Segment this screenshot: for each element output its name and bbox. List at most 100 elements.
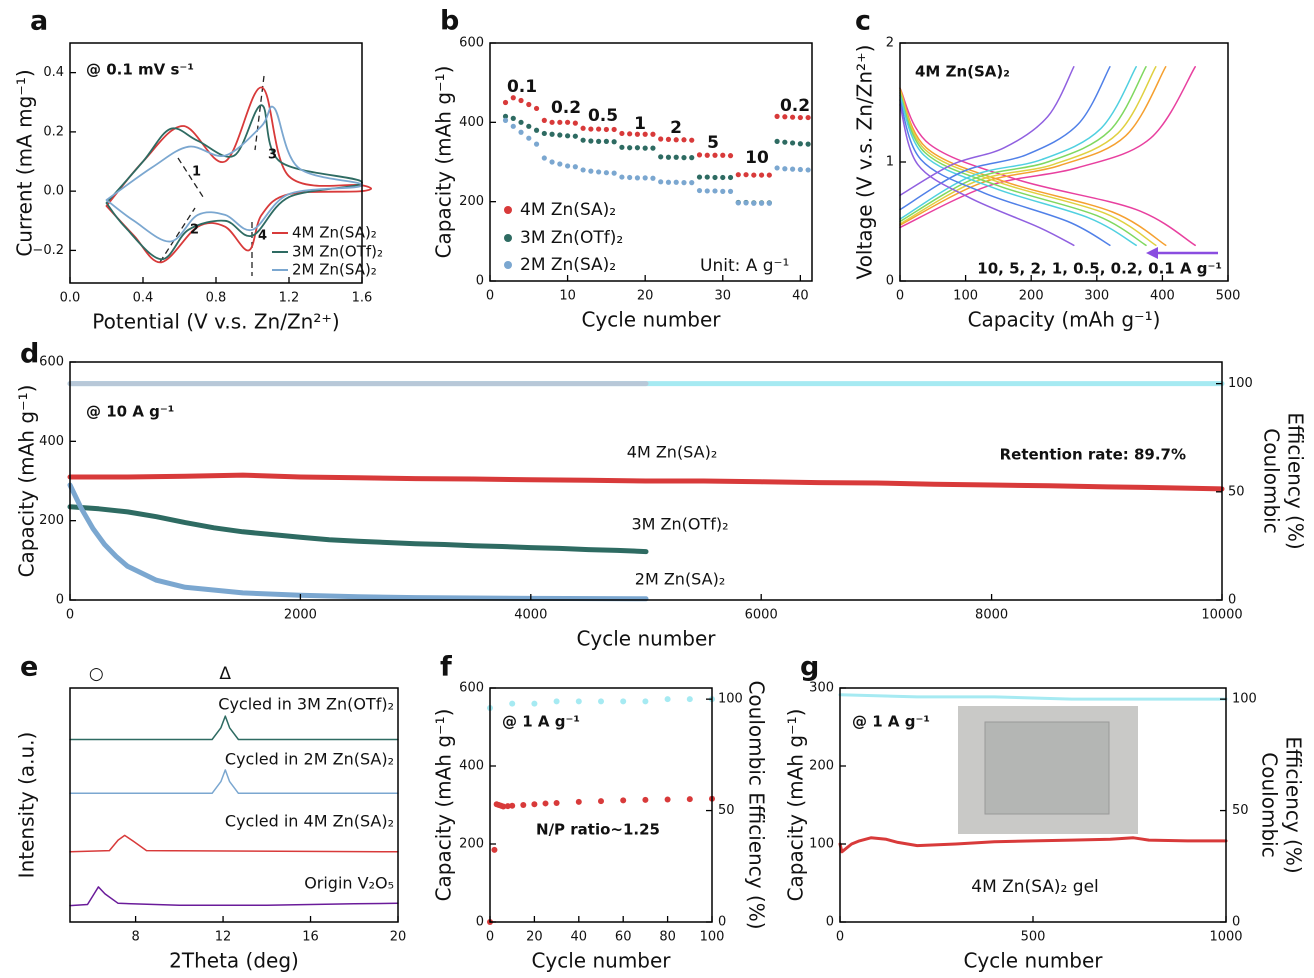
x-axis-label: Cycle number — [963, 949, 1103, 973]
data-point — [603, 170, 609, 176]
data-point — [509, 802, 516, 809]
data-point — [531, 700, 538, 707]
x-tick-label: 0 — [896, 289, 904, 304]
data-point — [510, 123, 516, 129]
series-label: 2M Zn(SA)₂ — [635, 570, 725, 589]
data-point — [611, 139, 617, 145]
y-tick-label: 400 — [39, 434, 64, 449]
data-point — [743, 200, 749, 206]
data-point — [805, 167, 811, 173]
series-label: 4M Zn(SA)₂ — [627, 443, 717, 462]
series-label: Cycled in 3M Zn(OTf)₂ — [218, 695, 394, 714]
data-point — [491, 846, 498, 853]
data-point — [727, 153, 734, 159]
peak-shift-line — [177, 157, 206, 201]
x-tick-label: 10 — [559, 289, 576, 304]
data-point — [681, 137, 687, 143]
data-point — [575, 698, 582, 705]
x-tick-label: 100 — [700, 930, 725, 945]
panel-label: d — [20, 339, 39, 370]
data-point — [782, 139, 788, 145]
data-point — [805, 114, 811, 121]
x-tick-label: 0.8 — [206, 291, 227, 306]
data-point — [712, 174, 718, 181]
annotation: @ 10 A g⁻¹ — [86, 403, 174, 421]
data-point — [588, 126, 594, 132]
plot-frame — [69, 361, 1223, 601]
series-line — [69, 886, 399, 907]
y-tick-label: 0 — [886, 274, 894, 289]
data-point — [696, 152, 703, 158]
data-point — [642, 796, 649, 803]
panel-label: a — [30, 6, 48, 37]
y-tick-label: 200 — [459, 194, 484, 209]
x-tick-label: 500 — [1021, 930, 1046, 945]
data-point — [557, 119, 563, 125]
data-point — [557, 161, 563, 167]
x-tick-label: 20 — [526, 930, 543, 945]
x-tick-label: 0 — [66, 608, 74, 623]
x-tick-label: 500 — [1216, 289, 1241, 304]
legend-label: 3M Zn(OTf)₂ — [520, 228, 623, 248]
data-point — [805, 141, 811, 147]
y-tick-label: 600 — [459, 36, 484, 51]
data-point — [564, 119, 571, 125]
data-point — [689, 155, 695, 161]
data-point — [533, 141, 540, 147]
legend-marker — [504, 261, 512, 269]
x-tick-label: 0 — [486, 930, 494, 945]
y2-tick-label: 50 — [1228, 484, 1245, 499]
x-axis-label: 2Theta (deg) — [169, 949, 299, 973]
data-point — [720, 152, 726, 158]
y-tick-label: 600 — [459, 681, 484, 696]
data-point — [634, 175, 641, 181]
y2-axis-label: Efficiency (%) — [1282, 736, 1306, 873]
data-point — [766, 200, 772, 206]
data-point — [642, 145, 648, 151]
data-point — [782, 114, 788, 120]
y2-tick-label: 50 — [718, 803, 735, 818]
y-tick-label: 0 — [476, 274, 484, 289]
legend-marker — [504, 234, 512, 242]
y2-tick-label: 0 — [718, 915, 726, 930]
x-tick-label: 60 — [615, 930, 632, 945]
series-label: 3M Zn(OTf)₂ — [631, 515, 728, 534]
y-axis-label: Capacity (mAh g⁻¹) — [432, 709, 456, 902]
y-axis-label: Intensity (a.u.) — [15, 732, 39, 879]
y-tick-label: 2 — [886, 36, 894, 51]
y-tick-label: 100 — [809, 837, 834, 852]
panel-label: c — [855, 6, 871, 37]
data-point — [735, 172, 741, 178]
x-tick-label: 8 — [131, 930, 139, 945]
panel-label: b — [440, 6, 459, 37]
data-point — [673, 137, 679, 143]
series-line — [69, 834, 399, 853]
series-line — [899, 66, 1167, 247]
data-point — [510, 95, 516, 101]
data-point — [650, 145, 656, 151]
data-point — [774, 165, 780, 171]
data-point — [774, 138, 780, 144]
data-point — [572, 133, 578, 139]
plot-frame — [69, 687, 399, 923]
data-point — [572, 120, 578, 126]
data-point — [541, 117, 547, 123]
data-point — [596, 138, 602, 144]
data-point — [686, 696, 693, 703]
legend-label: 4M Zn(SA)₂ — [292, 224, 377, 242]
data-point — [658, 179, 664, 185]
y-axis-label: Capacity (mAh g⁻¹) — [15, 385, 39, 578]
series-line — [67, 472, 1225, 492]
y2-tick-label: 0 — [1228, 593, 1236, 608]
data-point — [720, 174, 726, 181]
annotation: Retention rate: 89.7% — [1000, 446, 1186, 464]
data-point — [650, 131, 656, 137]
data-point — [542, 800, 549, 807]
data-point — [533, 127, 540, 133]
x-tick-label: 0 — [486, 289, 494, 304]
data-point — [588, 168, 594, 174]
x-tick-label: 100 — [953, 289, 978, 304]
y-tick-label: 0 — [56, 593, 64, 608]
data-point — [549, 119, 555, 125]
